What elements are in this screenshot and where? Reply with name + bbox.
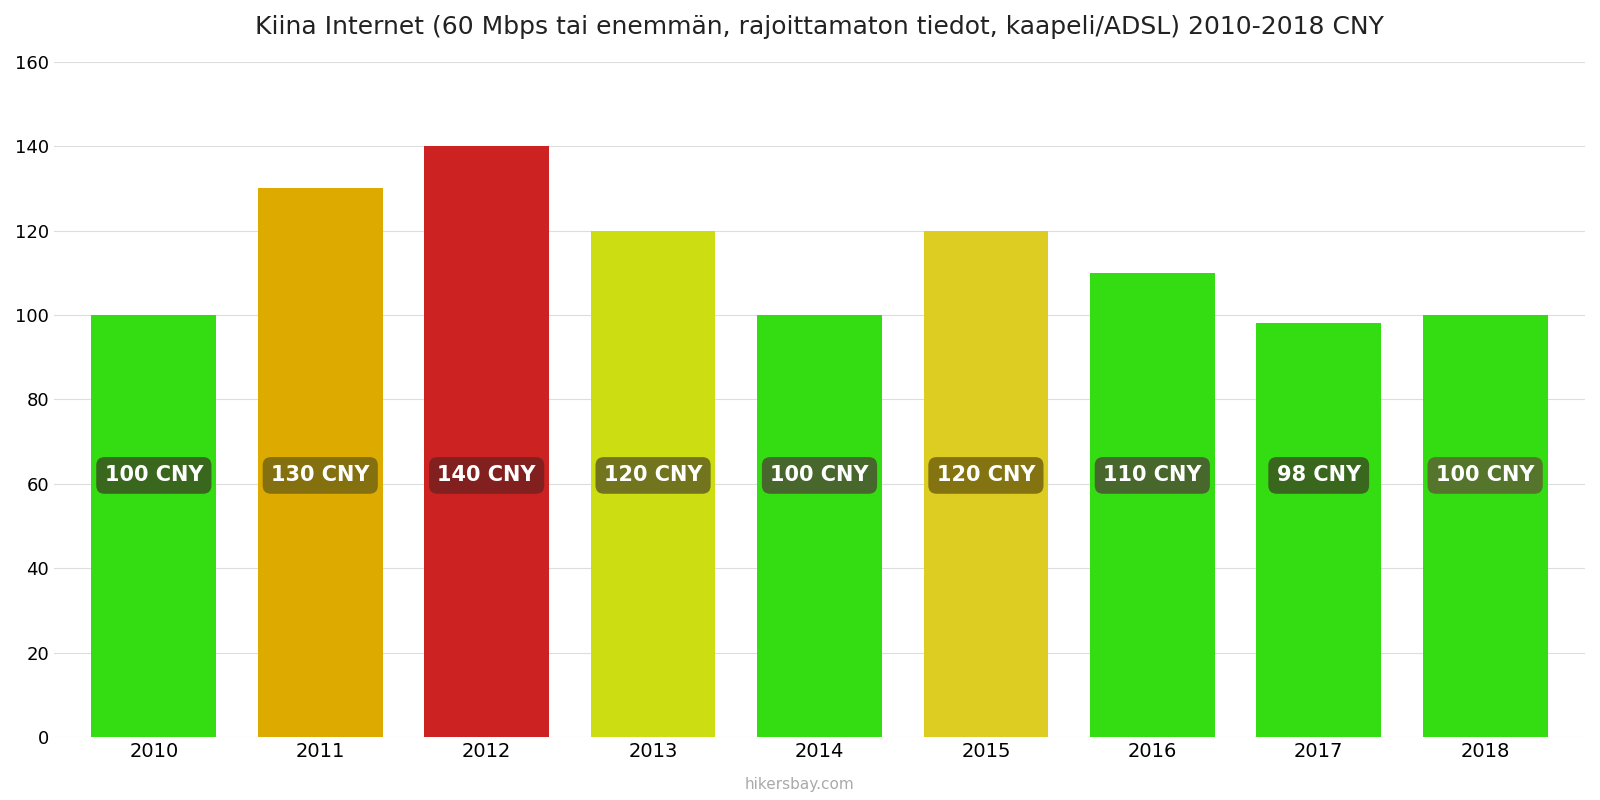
Text: 120 CNY: 120 CNY (936, 466, 1035, 486)
Text: 98 CNY: 98 CNY (1277, 466, 1360, 486)
Text: 100 CNY: 100 CNY (104, 466, 203, 486)
Bar (923, 230, 1048, 737)
Bar (1256, 323, 1381, 737)
Bar (91, 315, 216, 737)
Bar (757, 315, 882, 737)
Bar (424, 146, 549, 737)
Bar (590, 230, 715, 737)
Text: 110 CNY: 110 CNY (1102, 466, 1202, 486)
Bar (1090, 273, 1214, 737)
Text: 100 CNY: 100 CNY (770, 466, 869, 486)
Bar (258, 189, 382, 737)
Text: 100 CNY: 100 CNY (1435, 466, 1534, 486)
Bar (1422, 315, 1547, 737)
Text: 130 CNY: 130 CNY (270, 466, 370, 486)
Text: hikersbay.com: hikersbay.com (746, 777, 854, 792)
Text: 140 CNY: 140 CNY (437, 466, 536, 486)
Title: Kiina Internet (60 Mbps tai enemmän, rajoittamaton tiedot, kaapeli/ADSL) 2010-20: Kiina Internet (60 Mbps tai enemmän, raj… (254, 15, 1384, 39)
Text: 120 CNY: 120 CNY (603, 466, 702, 486)
